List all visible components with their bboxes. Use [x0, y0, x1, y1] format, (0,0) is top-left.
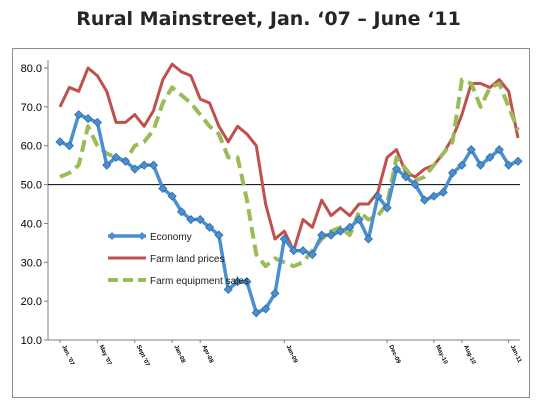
data-point [233, 277, 243, 287]
data-point [148, 160, 159, 170]
series-line-farm-equipment-sales [59, 77, 520, 269]
y-tick-label: 30.0 [21, 257, 42, 269]
data-point [270, 288, 280, 298]
data-point [214, 230, 224, 240]
data-point [457, 160, 467, 170]
y-tick-label: 10.0 [21, 335, 42, 347]
y-tick-label: 50.0 [21, 180, 42, 192]
data-point [419, 195, 430, 205]
x-tick-label: Sept '07 [135, 344, 150, 368]
data-point [251, 308, 261, 318]
data-point [120, 156, 130, 166]
data-point [158, 183, 168, 194]
data-point [83, 113, 93, 124]
data-point [139, 160, 149, 170]
data-point [363, 234, 374, 244]
data-point [382, 203, 392, 213]
data-point [167, 191, 177, 201]
data-point [186, 214, 196, 225]
legend-marker [108, 232, 116, 240]
y-tick-label: 60.0 [21, 141, 42, 153]
data-point [242, 277, 252, 287]
data-point [335, 226, 345, 236]
x-tick-label: Jan-11 [509, 344, 523, 364]
x-tick-label: Dec-09 [387, 344, 401, 365]
y-tick-label: 40.0 [21, 218, 42, 230]
data-point [326, 230, 336, 240]
legend-label: Farm equipment sales [150, 276, 249, 287]
y-tick-label: 80.0 [21, 63, 42, 75]
data-point [74, 110, 84, 120]
legend-label: Economy [150, 232, 192, 243]
chart-title: Rural Mainstreet, Jan. ‘07 – June ‘11 [76, 8, 461, 30]
series-line-farm-land-prices [58, 62, 520, 253]
data-point [429, 191, 439, 201]
data-point [476, 160, 486, 170]
x-tick-label: May-10 [434, 344, 448, 366]
x-tick-label: May '07 [98, 344, 113, 367]
data-point [261, 304, 271, 314]
data-point [401, 172, 411, 182]
legend-marker [138, 232, 146, 240]
x-tick-label: Jan-09 [285, 344, 299, 364]
data-point [55, 137, 65, 147]
data-point [513, 156, 523, 166]
data-point [195, 214, 205, 225]
data-point [391, 164, 402, 174]
data-point [279, 234, 289, 244]
data-point [466, 145, 476, 155]
data-point [410, 180, 420, 190]
data-point [494, 145, 504, 155]
y-tick-label: 20.0 [21, 296, 42, 308]
data-point [64, 141, 74, 151]
y-tick-label: 70.0 [21, 102, 42, 114]
data-point [298, 246, 308, 256]
data-point [373, 191, 383, 201]
data-point [111, 152, 121, 162]
x-tick-label: Aug-10 [462, 344, 476, 366]
data-point [317, 230, 327, 240]
x-tick-label: Jan-08 [172, 344, 186, 364]
data-point [204, 222, 215, 232]
x-tick-label: Jan. '07 [60, 344, 75, 367]
data-point [354, 214, 364, 225]
data-point [223, 284, 233, 295]
data-point [307, 249, 317, 260]
data-point [345, 222, 355, 232]
data-point [130, 164, 140, 174]
data-point [102, 160, 112, 170]
data-point [485, 152, 495, 162]
data-point [438, 187, 448, 197]
data-point [92, 117, 102, 127]
data-point [448, 168, 458, 178]
data-point [289, 246, 299, 256]
x-tick-label: Apr-08 [200, 344, 214, 364]
data-point [176, 207, 187, 217]
data-point [504, 160, 514, 170]
legend-label: Farm land prices [150, 254, 224, 265]
